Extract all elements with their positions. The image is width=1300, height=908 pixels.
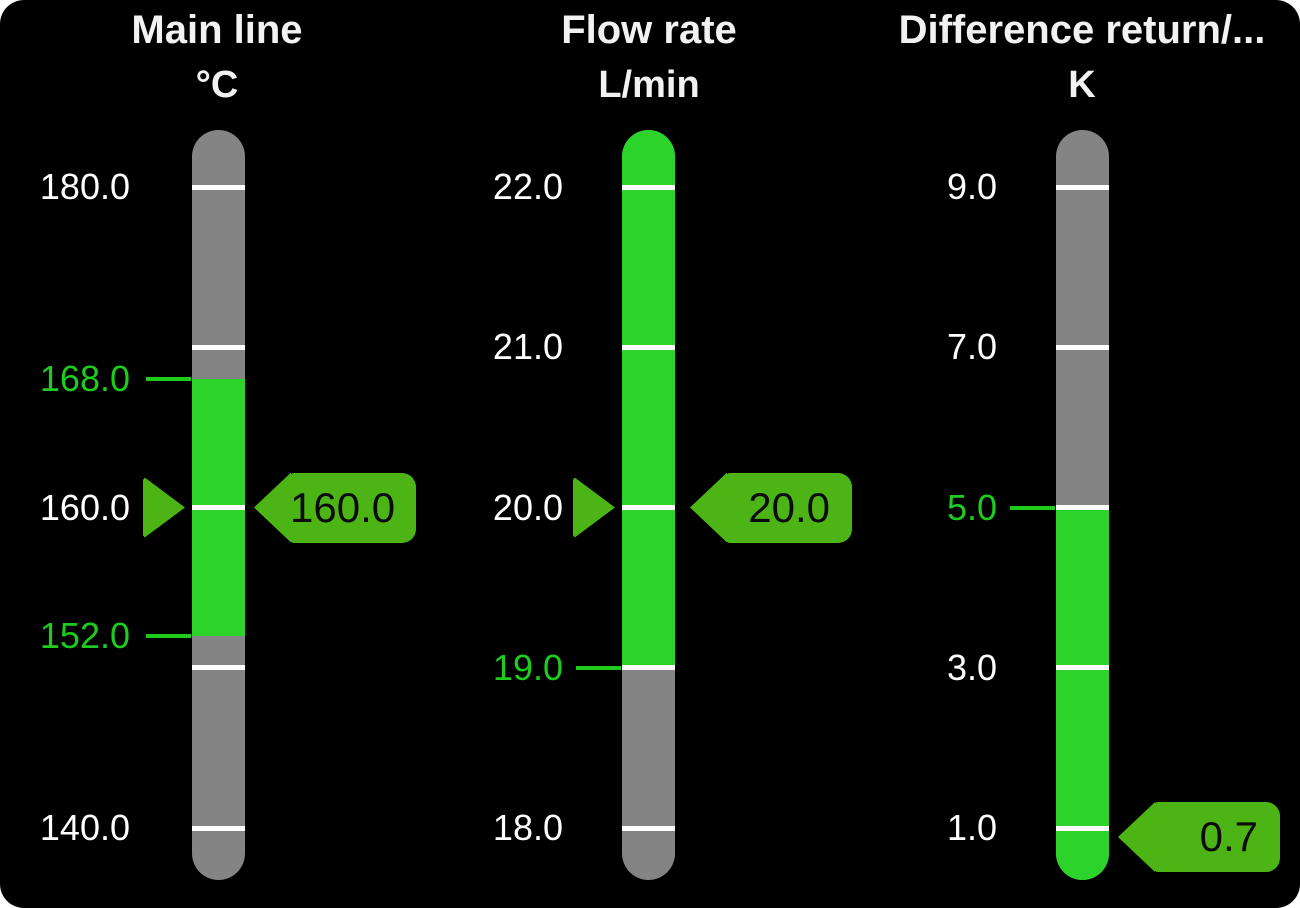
scale-tick [192,184,245,190]
scale-label: 7.0 [946,326,997,368]
value-pointer-icon [143,477,185,538]
scale-tick [622,505,675,510]
gauge-bar [1056,130,1109,880]
value-pointer-icon [573,477,615,538]
scale-tick [622,344,675,350]
limit-line [1010,505,1055,510]
gauge-unit-label: K [1068,64,1096,106]
scale-label: 140.0 [39,807,130,848]
value-tag-arrow-icon [1118,802,1155,872]
gauge-unit-label: L/min [598,64,700,106]
scale-tick [1056,505,1109,510]
limit-label: 152.0 [39,614,130,656]
scale-tick [622,825,675,831]
scale-label: 180.0 [39,166,130,207]
value-tag-arrow-icon [254,472,291,543]
value-tag: 20.0 [690,472,852,543]
scale-tick [1056,665,1109,671]
scale-tick [192,665,245,671]
scale-label: 18.0 [492,807,563,848]
scale-label: 21.0 [492,326,563,368]
value-tag-label: 0.7 [1199,813,1258,860]
limit-label: 168.0 [39,358,130,400]
scale-tick [192,344,245,350]
limit-label: 5.0 [946,486,997,528]
gauge-unit-label: °C [195,64,239,106]
value-tag: 160.0 [254,472,416,543]
scale-label: 160.0 [39,486,130,528]
scale-label: 3.0 [946,646,997,688]
scale-tick [192,825,245,831]
limit-label: 19.0 [492,646,563,688]
scale-tick [192,505,245,510]
scale-tick [1056,184,1109,190]
scale-label: 22.0 [492,166,563,207]
scale-tick [1056,825,1109,831]
limit-line [146,633,191,638]
scale-label: 9.0 [946,166,997,207]
gauge-bar [192,130,245,880]
bar-green-zone [622,130,675,668]
gauge-bar [622,130,675,880]
value-tag: 0.7 [1118,802,1280,872]
scale-label: 1.0 [946,807,997,848]
bar-green-zone [1056,507,1109,880]
value-tag-body: 0.7 [1154,802,1280,872]
limit-line [576,665,621,670]
gauge-title: Flow rate [561,8,737,52]
scale-tick [622,665,675,671]
value-tag-body: 20.0 [726,472,852,543]
scale-label: 20.0 [492,486,563,528]
value-tag-label: 160.0 [290,483,396,531]
scale-tick [622,184,675,190]
gauge-title: Main line [131,8,303,52]
gauge-title: Difference return/... [898,8,1266,52]
scale-tick [1056,344,1109,350]
value-tag-body: 160.0 [290,472,416,543]
limit-line [146,377,191,382]
value-tag-label: 20.0 [748,483,830,531]
value-tag-arrow-icon [690,472,727,543]
